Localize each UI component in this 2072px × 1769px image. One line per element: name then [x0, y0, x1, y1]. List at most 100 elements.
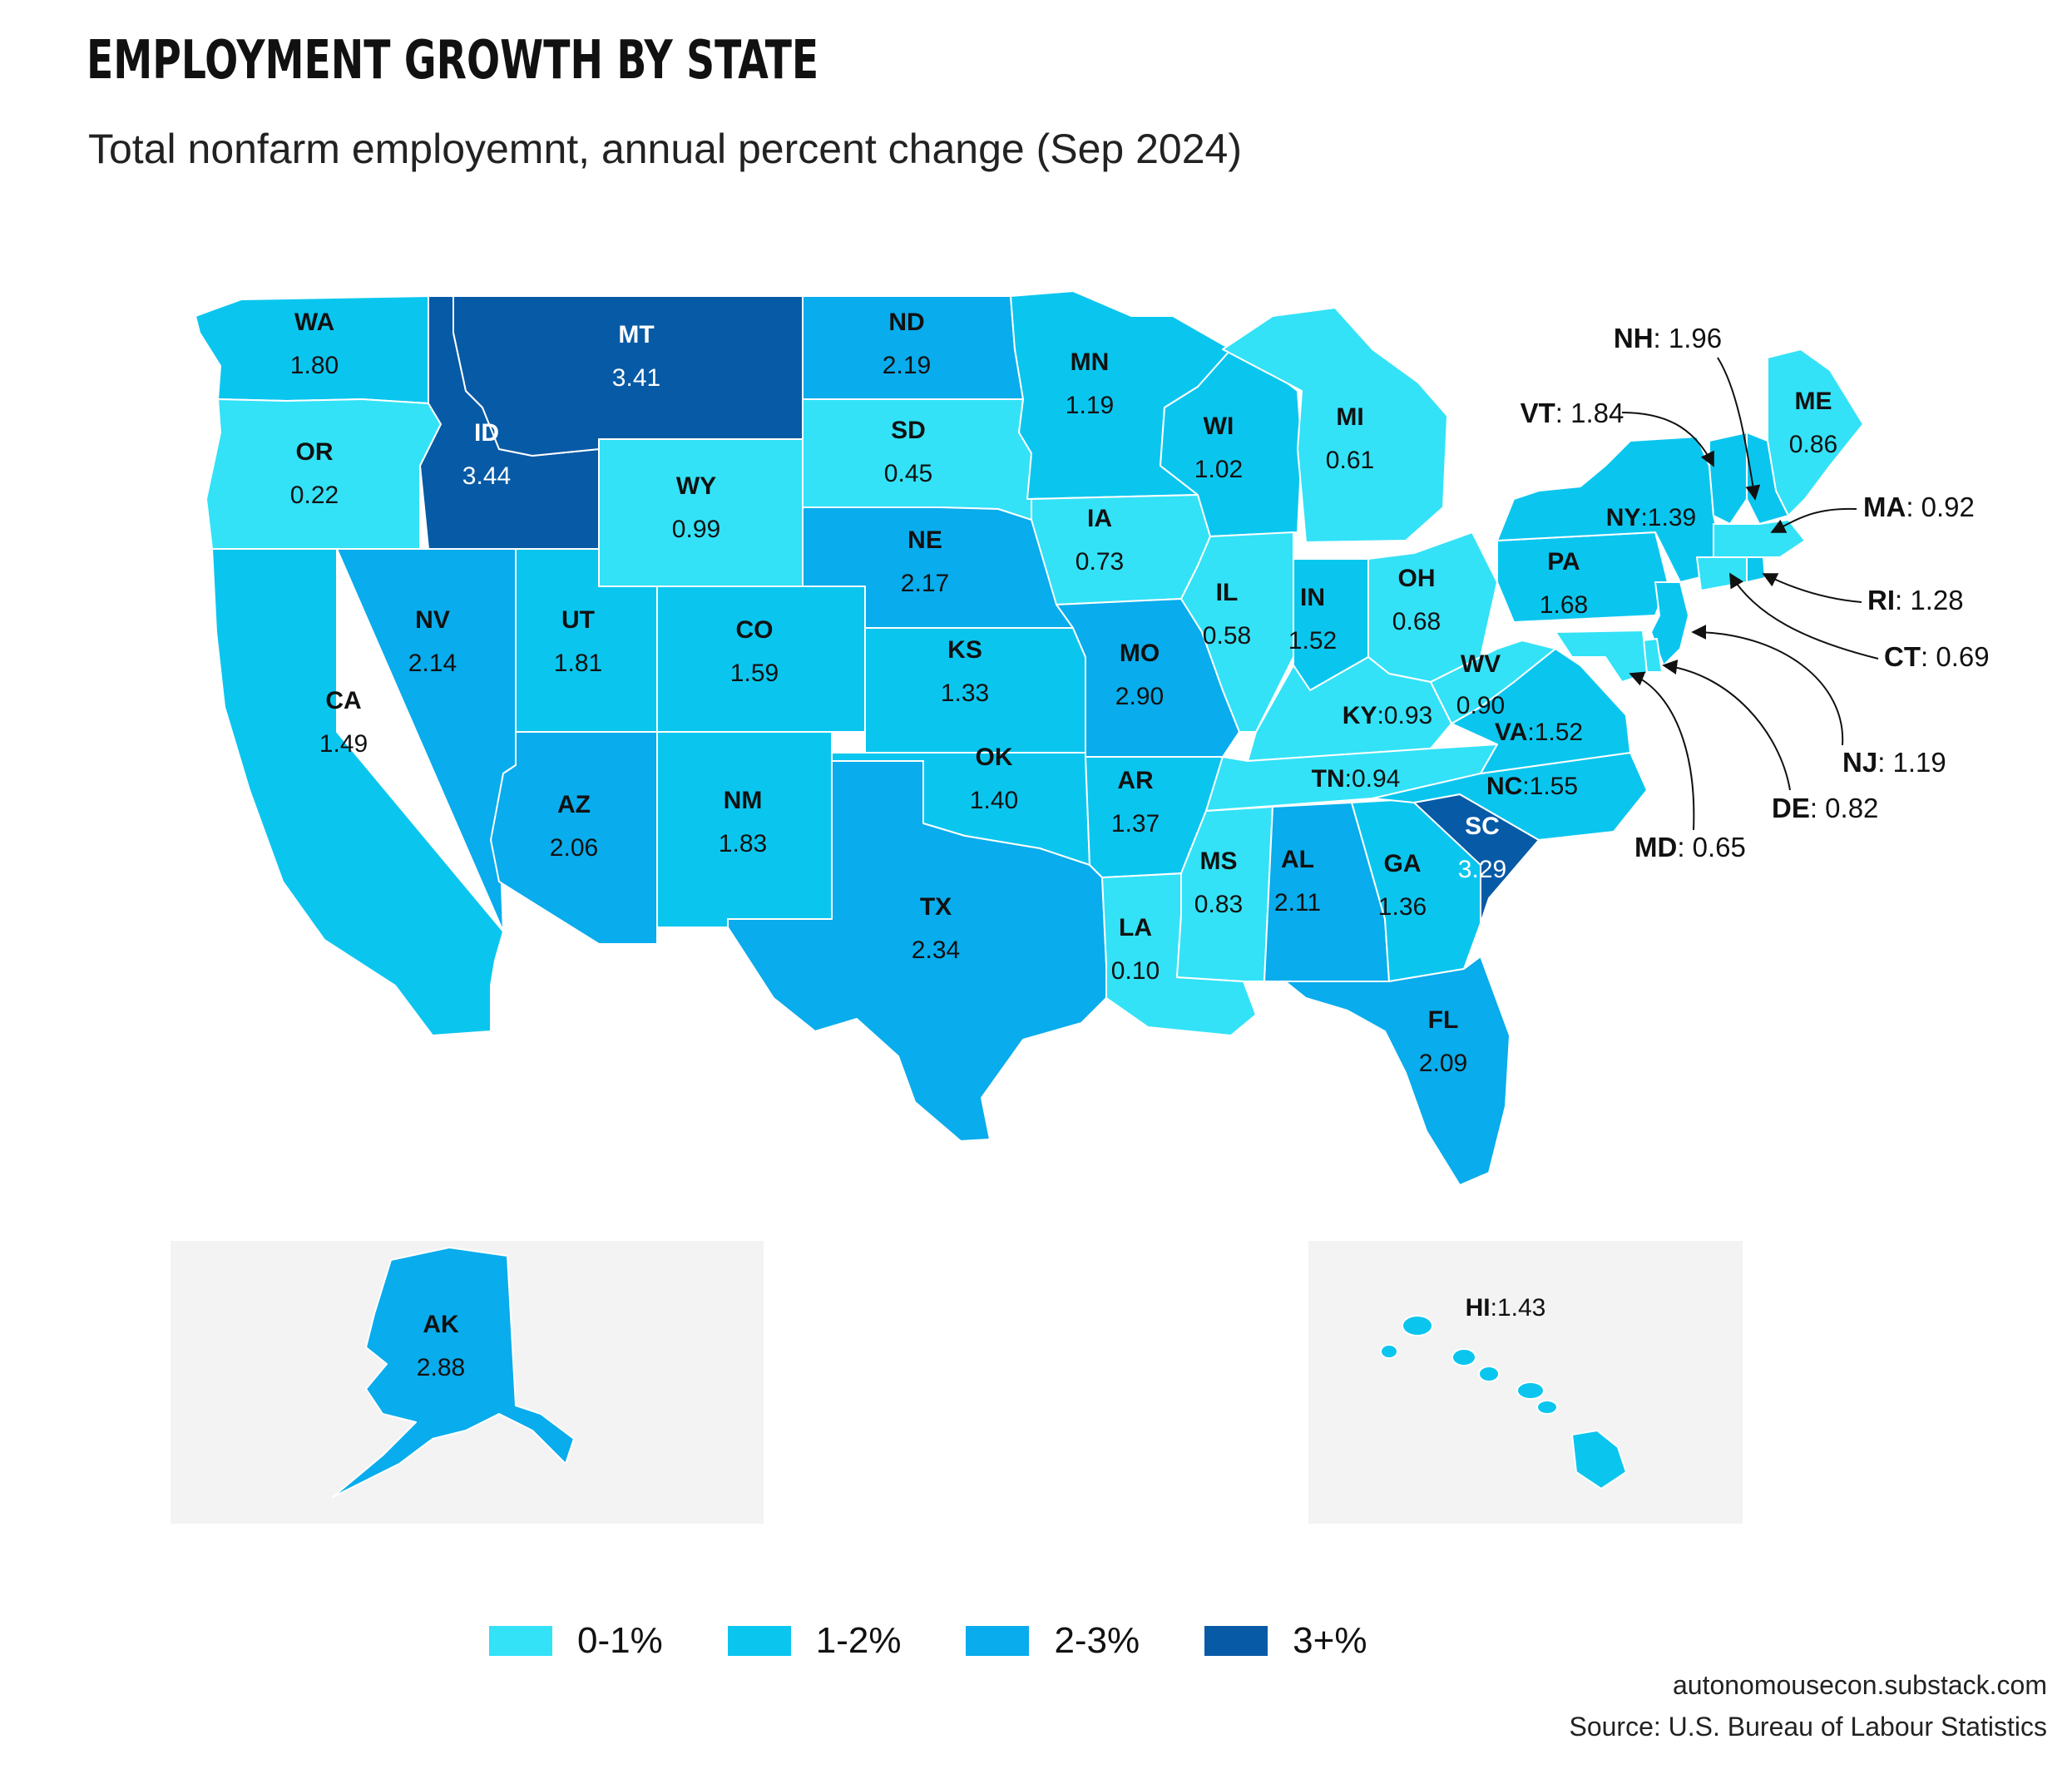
state-value-me: 0.86 [1789, 431, 1837, 458]
state-value-la: 0.10 [1111, 957, 1160, 985]
state-value-wa: 1.80 [290, 352, 339, 379]
state-value-ms: 0.83 [1194, 891, 1243, 918]
state-label-az: AZ [557, 791, 591, 818]
legend-label: 0-1% [577, 1620, 663, 1661]
state-label-ne: NE [907, 526, 942, 554]
state-label-nm: NM [724, 787, 763, 814]
state-value-nm: 1.83 [719, 830, 767, 857]
state-value-ca: 1.49 [319, 730, 368, 758]
state-label-ks: KS [947, 636, 982, 664]
state-value-ga: 1.36 [1378, 893, 1427, 921]
callout-leader-ri [1762, 573, 1862, 603]
state-inline-label-ky: KY:0.93 [1343, 702, 1432, 729]
state-ak [332, 1247, 575, 1498]
state-inline-label-ny: NY:1.39 [1606, 504, 1696, 531]
state-label-ok: OK [976, 744, 1013, 771]
state-vt [1709, 432, 1748, 525]
callout-leader-de [1662, 660, 1791, 791]
state-value-al: 2.11 [1274, 889, 1321, 917]
state-wy [598, 438, 804, 587]
legend-item-1-2: 1-2% [727, 1620, 902, 1662]
state-nj [1650, 581, 1689, 666]
state-ct [1696, 556, 1748, 591]
state-value-ne: 2.17 [901, 570, 949, 597]
state-label-tx: TX [920, 893, 952, 921]
state-label-or: OR [296, 438, 334, 466]
legend-swatch [966, 1626, 1030, 1656]
state-inline-label-hi: HI:1.43 [1466, 1294, 1546, 1322]
state-hi-island [1536, 1400, 1558, 1415]
state-label-wi: WI [1204, 413, 1234, 440]
callout-label-nh: NH: 1.96 [1614, 323, 1722, 353]
state-label-nd: ND [888, 309, 924, 336]
state-label-ak: AK [423, 1311, 459, 1338]
callout-leader-vt [1621, 412, 1714, 467]
state-label-mo: MO [1120, 640, 1160, 667]
state-value-or: 0.22 [290, 482, 339, 509]
callout-label-ri: RI: 1.28 [1867, 585, 1964, 615]
state-label-sc: SC [1465, 813, 1500, 840]
state-label-ut: UT [561, 606, 595, 634]
state-label-oh: OH [1398, 565, 1436, 592]
state-value-mt: 3.41 [612, 364, 660, 392]
state-hi [1571, 1430, 1627, 1490]
state-inline-label-nc: NC:1.55 [1486, 773, 1578, 800]
state-value-wi: 1.02 [1194, 456, 1243, 483]
legend-label: 3+% [1293, 1620, 1367, 1661]
state-label-nv: NV [415, 606, 450, 634]
state-value-mn: 1.19 [1066, 392, 1114, 419]
state-label-sd: SD [891, 417, 926, 444]
legend-label: 1-2% [815, 1620, 902, 1661]
callout-leader-ma [1770, 507, 1857, 533]
state-value-in: 1.52 [1288, 627, 1337, 655]
state-value-ok: 1.40 [970, 787, 1018, 814]
callout-label-de: DE: 0.82 [1772, 793, 1878, 823]
state-label-ms: MS [1200, 847, 1238, 875]
state-value-ar: 1.37 [1111, 810, 1160, 838]
state-inline-label-tn: TN:0.94 [1312, 765, 1401, 793]
callout-leader-nj [1691, 625, 1844, 746]
state-label-wa: WA [294, 309, 334, 336]
state-value-nd: 2.19 [883, 352, 931, 379]
callout-label-nj: NJ: 1.19 [1842, 747, 1946, 778]
chart-subtitle: Total nonfarm employemnt, annual percent… [88, 126, 1242, 172]
state-label-al: AL [1281, 846, 1314, 873]
state-value-az: 2.06 [550, 834, 598, 862]
state-or [205, 398, 442, 550]
state-hi-island [1451, 1348, 1476, 1366]
legend-swatch [727, 1626, 791, 1656]
state-ca [211, 548, 504, 1036]
callout-leader-md [1629, 671, 1695, 831]
state-wv [1430, 640, 1556, 724]
state-hi-island [1402, 1315, 1433, 1337]
callout-leader-nh [1717, 357, 1761, 501]
state-value-tx: 2.34 [912, 936, 960, 964]
callout-label-vt: VT: 1.84 [1521, 398, 1624, 428]
state-label-in: IN [1300, 584, 1325, 611]
state-hi-island [1516, 1381, 1545, 1400]
state-label-mi: MI [1336, 403, 1363, 431]
legend-swatch [489, 1626, 552, 1656]
callout-leader-ct [1729, 572, 1879, 660]
state-value-co: 1.59 [730, 660, 779, 687]
legend: 0-1% 1-2% 2-3% 3+% [489, 1620, 1432, 1662]
state-label-ia: IA [1087, 505, 1112, 532]
state-label-ca: CA [325, 687, 361, 714]
state-inline-label-wv: WV 0.90 [1456, 650, 1505, 719]
state-label-me: ME [1795, 388, 1832, 415]
state-label-ar: AR [1117, 767, 1154, 794]
state-label-ga: GA [1384, 850, 1422, 877]
state-ri [1746, 556, 1766, 583]
state-value-nv: 2.14 [408, 650, 457, 677]
state-label-co: CO [736, 616, 774, 644]
state-hi-island [1478, 1366, 1500, 1382]
state-label-fl: FL [1428, 1006, 1459, 1034]
legend-item-3-plus: 3+% [1204, 1620, 1367, 1662]
credit-source: Source: U.S. Bureau of Labour Statistics [1569, 1712, 2047, 1742]
state-value-pa: 1.68 [1540, 591, 1588, 619]
state-mi [1222, 307, 1448, 543]
legend-swatch [1204, 1626, 1268, 1656]
state-value-ak: 2.88 [417, 1354, 465, 1381]
state-label-wy: WY [676, 472, 716, 500]
